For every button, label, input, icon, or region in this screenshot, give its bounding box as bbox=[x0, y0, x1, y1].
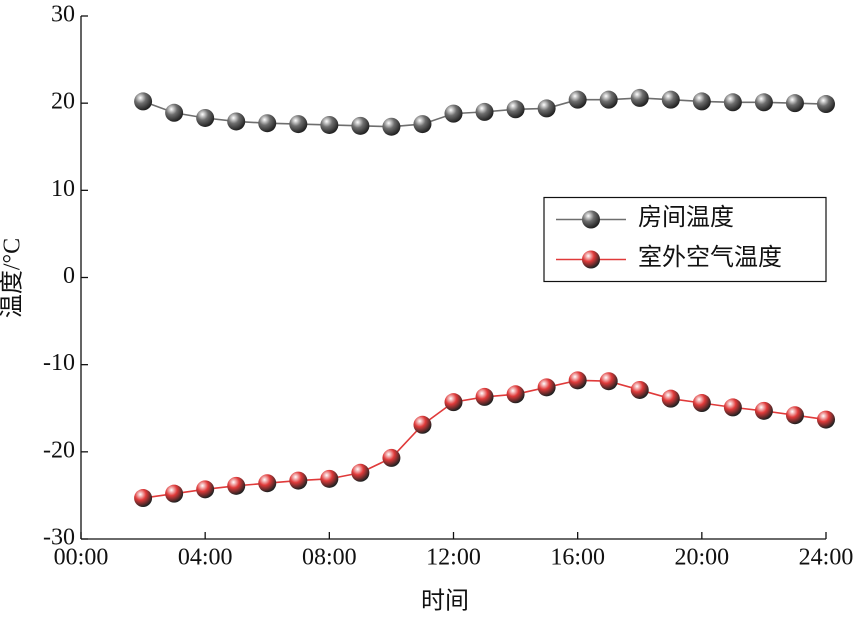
point bbox=[692, 92, 711, 111]
x-tick-label: 16:00 bbox=[550, 545, 605, 571]
point bbox=[817, 95, 835, 114]
point bbox=[289, 471, 308, 490]
point bbox=[754, 93, 773, 112]
point bbox=[723, 93, 742, 112]
point bbox=[320, 469, 339, 488]
point bbox=[444, 393, 463, 412]
y-axis-label: 温度/°C bbox=[0, 238, 26, 318]
x-tick-label: 04:00 bbox=[178, 545, 233, 571]
point bbox=[258, 474, 277, 493]
y-tick-label: 10 bbox=[51, 176, 75, 202]
point bbox=[506, 385, 525, 404]
y-tick-label: 20 bbox=[51, 89, 75, 115]
x-axis-label: 时间 bbox=[421, 588, 469, 615]
point bbox=[692, 394, 711, 413]
legend-marker bbox=[582, 250, 600, 269]
point bbox=[227, 112, 246, 131]
point bbox=[537, 99, 556, 118]
y-tick-label: -20 bbox=[43, 437, 75, 463]
x-tick-label: 00:00 bbox=[54, 545, 109, 571]
legend-marker bbox=[582, 210, 600, 229]
point bbox=[661, 389, 680, 408]
point bbox=[599, 372, 618, 391]
point bbox=[351, 463, 370, 482]
point bbox=[165, 484, 184, 503]
point bbox=[506, 100, 525, 119]
point bbox=[165, 103, 184, 122]
point bbox=[785, 406, 804, 425]
point bbox=[475, 387, 494, 406]
legend-label: 室外空气温度 bbox=[638, 244, 782, 271]
point bbox=[134, 489, 153, 508]
x-tick-label: 12:00 bbox=[426, 545, 481, 571]
point bbox=[413, 415, 432, 434]
point bbox=[599, 90, 618, 109]
point bbox=[351, 116, 370, 135]
x-tick-label: 20:00 bbox=[674, 545, 729, 571]
point bbox=[444, 104, 463, 123]
x-tick-label: 24:00 bbox=[799, 545, 854, 571]
point bbox=[661, 90, 680, 109]
point bbox=[754, 401, 773, 420]
point bbox=[382, 117, 401, 136]
point bbox=[723, 398, 742, 417]
point bbox=[537, 378, 556, 397]
point bbox=[196, 480, 215, 499]
x-tick-label: 08:00 bbox=[302, 545, 357, 571]
point bbox=[289, 115, 308, 134]
point bbox=[134, 92, 153, 111]
point bbox=[258, 114, 277, 133]
point bbox=[630, 88, 649, 107]
point bbox=[630, 380, 649, 399]
y-tick-label: 0 bbox=[63, 263, 75, 289]
point bbox=[568, 90, 587, 109]
point bbox=[568, 371, 587, 390]
point bbox=[785, 94, 804, 113]
point bbox=[320, 115, 339, 134]
y-tick-label: -30 bbox=[43, 525, 75, 551]
point bbox=[227, 476, 246, 495]
point bbox=[475, 102, 494, 121]
point bbox=[817, 410, 835, 429]
point bbox=[196, 108, 215, 127]
point bbox=[413, 115, 432, 134]
legend-label: 房间温度 bbox=[638, 204, 734, 231]
point bbox=[382, 448, 401, 467]
y-tick-label: -10 bbox=[43, 350, 75, 376]
y-tick-label: 30 bbox=[51, 2, 75, 28]
